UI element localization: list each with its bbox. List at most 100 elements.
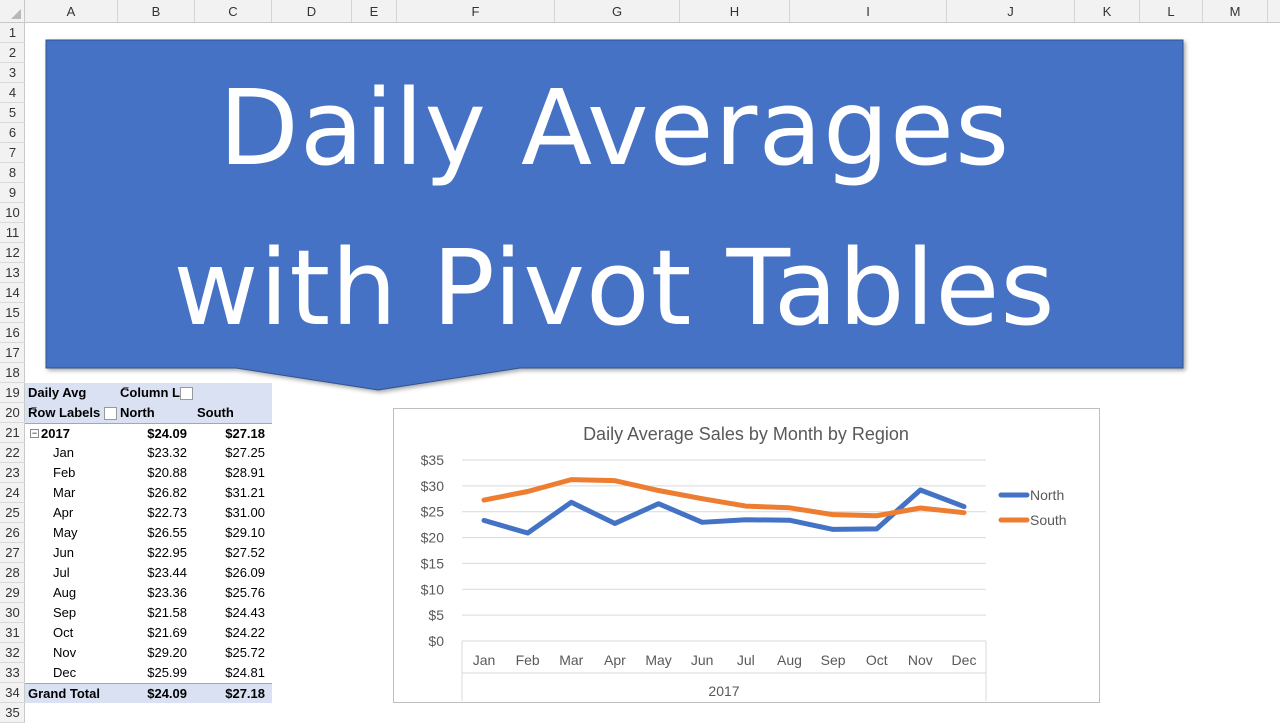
row-filter-dropdown-icon[interactable]	[104, 407, 117, 420]
month-label: Oct	[53, 623, 73, 643]
row-header-17[interactable]: 17	[0, 343, 25, 363]
month-row[interactable]: Jun$22.95$27.52	[25, 543, 272, 563]
month-north: $23.44	[147, 563, 187, 583]
x-tick-label: Jul	[737, 652, 755, 668]
column-header-B[interactable]: B	[118, 0, 195, 22]
column-header-E[interactable]: E	[352, 0, 397, 22]
y-tick-label: $35	[421, 452, 445, 468]
row-header-11[interactable]: 11	[0, 223, 25, 243]
row-header-34[interactable]: 34	[0, 683, 25, 703]
year-north: $24.09	[147, 424, 187, 444]
row-header-8[interactable]: 8	[0, 163, 25, 183]
month-row[interactable]: Nov$29.20$25.72	[25, 643, 272, 663]
month-north: $22.95	[147, 543, 187, 563]
row-header-16[interactable]: 16	[0, 323, 25, 343]
month-row[interactable]: Mar$26.82$31.21	[25, 483, 272, 503]
row-header-6[interactable]: 6	[0, 123, 25, 143]
grand-total-north: $24.09	[147, 684, 187, 704]
row-header-24[interactable]: 24	[0, 483, 25, 503]
row-header-19[interactable]: 19	[0, 383, 25, 403]
row-header-1[interactable]: 1	[0, 23, 25, 43]
column-header-M[interactable]: M	[1203, 0, 1268, 22]
month-row[interactable]: Dec$25.99$24.81	[25, 663, 272, 683]
row-header-3[interactable]: 3	[0, 63, 25, 83]
column-header-H[interactable]: H	[680, 0, 790, 22]
grand-total-south: $27.18	[225, 684, 265, 704]
grand-total-label: Grand Total	[28, 684, 100, 704]
row-header-13[interactable]: 13	[0, 263, 25, 283]
row-header-15[interactable]: 15	[0, 303, 25, 323]
column-header-J[interactable]: J	[947, 0, 1075, 22]
south-header: South	[197, 403, 234, 423]
month-label: Jul	[53, 563, 70, 583]
row-header-29[interactable]: 29	[0, 583, 25, 603]
month-row[interactable]: Jul $23.44 $26.09	[25, 563, 272, 583]
month-row[interactable]: Feb$20.88$28.91	[25, 463, 272, 483]
month-south: $31.21	[225, 483, 265, 503]
month-row[interactable]: Sep$21.58$24.43	[25, 603, 272, 623]
column-header-C[interactable]: C	[195, 0, 272, 22]
legend-label-north[interactable]: North	[1030, 487, 1064, 503]
month-row[interactable]: May$26.55$29.10	[25, 523, 272, 543]
row-header-28[interactable]: 28	[0, 563, 25, 583]
collapse-icon[interactable]: −	[30, 429, 39, 438]
row-header-35[interactable]: 35	[0, 703, 25, 723]
x-tick-label: Feb	[516, 652, 540, 668]
row-header-23[interactable]: 23	[0, 463, 25, 483]
line-chart[interactable]: Daily Average Sales by Month by Region $…	[393, 408, 1100, 703]
row-header-18[interactable]: 18	[0, 363, 25, 383]
column-header-D[interactable]: D	[272, 0, 352, 22]
x-tick-label: Sep	[821, 652, 846, 668]
row-header-33[interactable]: 33	[0, 663, 25, 683]
month-row[interactable]: Oct$21.69$24.22	[25, 623, 272, 643]
row-header-25[interactable]: 25	[0, 503, 25, 523]
year-row[interactable]: − 2017 $24.09 $27.18	[25, 423, 272, 443]
x-group-label: 2017	[708, 683, 739, 699]
row-header-21[interactable]: 21	[0, 423, 25, 443]
y-tick-label: $10	[421, 581, 445, 597]
month-label: Aug	[53, 583, 76, 603]
column-filter-dropdown-icon[interactable]	[180, 387, 193, 400]
month-north: $21.58	[147, 603, 187, 623]
row-header-10[interactable]: 10	[0, 203, 25, 223]
pivot-table[interactable]: Daily Avg Column L Row Labels North Sout…	[25, 383, 272, 703]
month-row[interactable]: Apr$22.73$31.00	[25, 503, 272, 523]
row-header-20[interactable]: 20	[0, 403, 25, 423]
column-header-K[interactable]: K	[1075, 0, 1140, 22]
column-header-I[interactable]: I	[790, 0, 947, 22]
row-header-30[interactable]: 30	[0, 603, 25, 623]
month-south: $25.76	[225, 583, 265, 603]
row-header-5[interactable]: 5	[0, 103, 25, 123]
chart-svg: Daily Average Sales by Month by Region $…	[394, 409, 1099, 702]
row-header-31[interactable]: 31	[0, 623, 25, 643]
month-north: $25.99	[147, 663, 187, 683]
row-header-14[interactable]: 14	[0, 283, 25, 303]
month-row[interactable]: Aug$23.36$25.76	[25, 583, 272, 603]
column-header-L[interactable]: L	[1140, 0, 1203, 22]
column-header-F[interactable]: F	[397, 0, 555, 22]
row-header-7[interactable]: 7	[0, 143, 25, 163]
select-all-button[interactable]	[0, 0, 25, 22]
y-tick-label: $20	[421, 530, 445, 546]
row-header-26[interactable]: 26	[0, 523, 25, 543]
month-south: $29.10	[225, 523, 265, 543]
month-south: $26.09	[225, 563, 265, 583]
column-header-A[interactable]: A	[25, 0, 118, 22]
column-header-G[interactable]: G	[555, 0, 680, 22]
row-header-12[interactable]: 12	[0, 243, 25, 263]
month-label: May	[53, 523, 78, 543]
row-header-9[interactable]: 9	[0, 183, 25, 203]
x-tick-label: Jun	[691, 652, 714, 668]
row-header-27[interactable]: 27	[0, 543, 25, 563]
month-row[interactable]: Jan$23.32$27.25	[25, 443, 272, 463]
column-labels[interactable]: Column L	[120, 383, 193, 403]
row-header-32[interactable]: 32	[0, 643, 25, 663]
month-south: $24.81	[225, 663, 265, 683]
row-header-22[interactable]: 22	[0, 443, 25, 463]
legend-label-south[interactable]: South	[1030, 512, 1067, 528]
row-labels[interactable]: Row Labels	[28, 403, 117, 423]
row-header-2[interactable]: 2	[0, 43, 25, 63]
month-label: Mar	[53, 483, 75, 503]
row-header-4[interactable]: 4	[0, 83, 25, 103]
